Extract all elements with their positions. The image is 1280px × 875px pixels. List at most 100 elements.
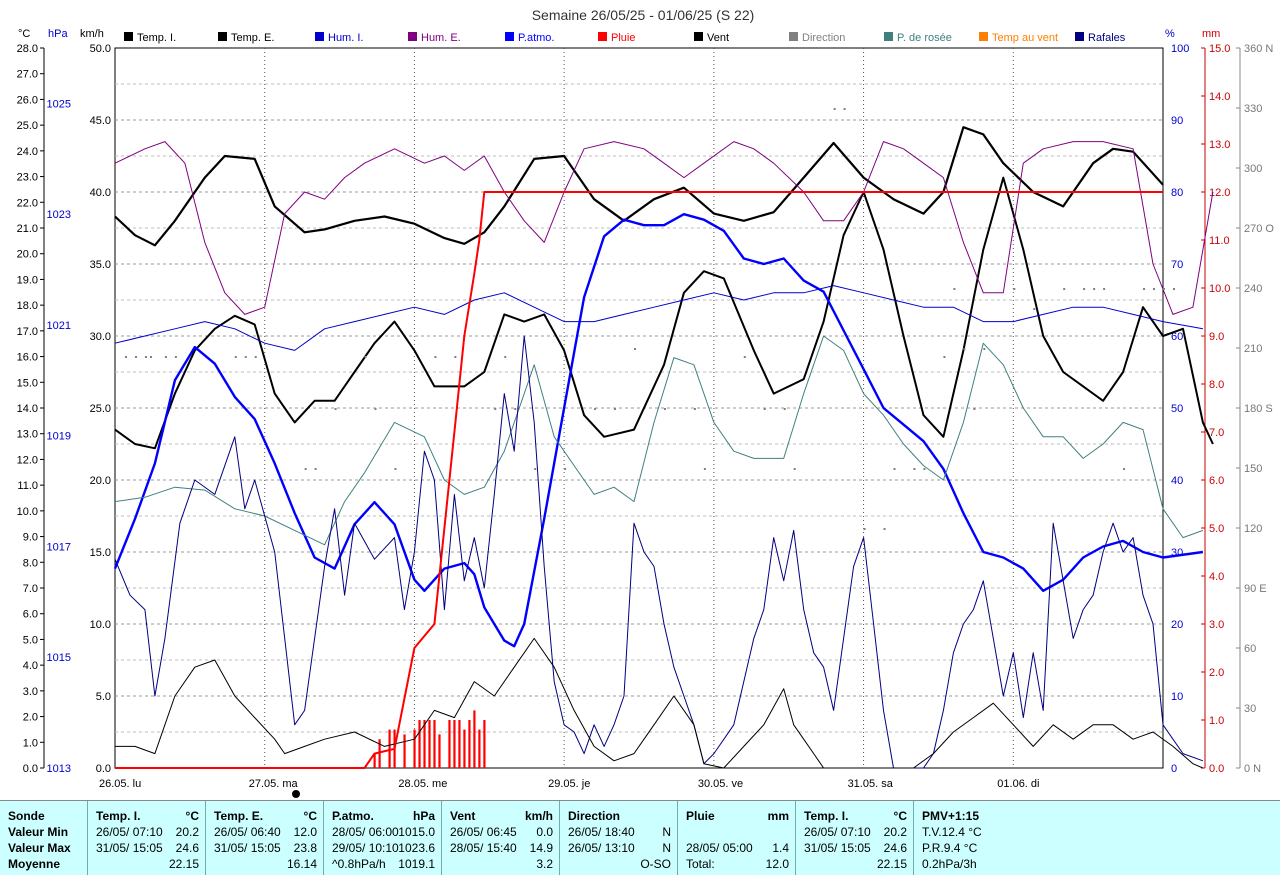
direction-tick-label: 180 S [1244, 403, 1273, 415]
summary-cell-left: Total: [686, 857, 715, 871]
legend-swatch [1075, 32, 1084, 41]
temp-tick-label: 21.0 [17, 223, 38, 235]
summary-row: Direction [560, 809, 677, 824]
series-line-wind [115, 637, 1204, 769]
summary-cell-left: 29/05/ 10:10 [332, 841, 399, 855]
direction-dot [594, 408, 597, 410]
summary-cell-right: 1015.0 [398, 825, 435, 839]
wind-tick-label: 20.0 [90, 475, 111, 487]
temp-tick-label: 16.0 [17, 352, 38, 364]
summary-column: P.atmo. hPa 28/05/ 06:00 1015.0 29/05/ 10:10… [324, 801, 442, 875]
direction-dot [923, 468, 926, 470]
summary-cell-right: °C [893, 809, 907, 823]
temp-tick-label: 13.0 [17, 429, 38, 441]
direction-dot [254, 356, 257, 358]
temp-unit-label: °C [18, 28, 30, 40]
humidity-tick-label: 100 [1171, 43, 1189, 55]
summary-cell-left: 28/05/ 05:00 [686, 841, 753, 855]
rain-bar [378, 739, 381, 768]
summary-cell-left: 26/05/ 06:40 [214, 825, 281, 839]
direction-dot [1093, 288, 1096, 290]
rain-bar [388, 729, 391, 768]
legend: Temp. I. Temp. E. Hum. I. Hum. E. P.atmo. Plu… [124, 32, 1126, 44]
direction-dot [149, 356, 152, 358]
direction-tick-label: 120 [1244, 523, 1262, 535]
direction-tick-label: 360 N [1244, 43, 1273, 55]
summary-cell-right: 0.0 [536, 825, 553, 839]
pressure-tick-label: 1015 [47, 652, 71, 664]
rain-tick-label: 0.0 [1209, 763, 1224, 775]
summary-column: Pluie mm 28/05/ 05:00 1.4 Total: 12.0 [678, 801, 796, 875]
temp-tick-label: 19.0 [17, 274, 38, 286]
temp-tick-label: 6.0 [23, 609, 38, 621]
summary-cell-left: 31/05/ 15:05 [214, 841, 281, 855]
summary-cell-left: 26/05/ 06:45 [450, 825, 517, 839]
summary-cell-left: Vent [450, 809, 476, 823]
rain-bar [448, 720, 451, 768]
axes: 0.0 1.0 2.0 3.0 4.0 5.0 6.0 7.0 8.0 9.0 10.0 11.0 12… [17, 43, 1275, 775]
summary-row: 26/05/ 06:40 12.0 [206, 825, 323, 840]
direction-dot [1143, 288, 1146, 290]
summary-cell-right: 23.8 [293, 841, 317, 855]
legend-label: Rafales [1088, 32, 1126, 44]
direction-dot [1103, 288, 1106, 290]
legend-swatch [598, 32, 607, 41]
temp-tick-label: 8.0 [23, 557, 38, 569]
temp-tick-label: 17.0 [17, 326, 38, 338]
summary-cell-right: 14.9 [529, 841, 553, 855]
summary-row: Valeur Min [0, 825, 87, 840]
rain-tick-label: 10.0 [1209, 283, 1230, 295]
direction-dot [314, 468, 317, 470]
rain-tick-label: 9.0 [1209, 331, 1224, 343]
summary-cell-left: Temp. I. [96, 809, 141, 823]
temp-tick-label: 27.0 [17, 69, 38, 81]
summary-cell-left: 0.2hPa/3h [922, 857, 977, 871]
direction-tick-label: 210 [1244, 343, 1262, 355]
summary-cell-right: 1.4 [772, 841, 789, 855]
temp-tick-label: 7.0 [23, 583, 38, 595]
legend-swatch [979, 32, 988, 41]
direction-dot [1153, 288, 1156, 290]
legend-label: P. de rosée [897, 32, 952, 44]
temp-tick-label: 26.0 [17, 94, 38, 106]
legend-label: Pluie [611, 32, 635, 44]
summary-row: 28/05/ 05:00 1.4 [678, 841, 795, 856]
summary-cell-right: 1023.6 [398, 841, 435, 855]
temp-tick-label: 12.0 [17, 454, 38, 466]
humidity-tick-label: 80 [1171, 187, 1183, 199]
summary-cell-right: N [662, 841, 671, 855]
rain-tick-label: 5.0 [1209, 523, 1224, 535]
summary-cell-left: 28/05/ 15:40 [450, 841, 517, 855]
summary-cell-left: 26/05/ 13:10 [568, 841, 635, 855]
wind-tick-label: 25.0 [90, 403, 111, 415]
summary-cell-right: O-SO [640, 857, 671, 871]
series-line-temp_e [114, 176, 1214, 450]
summary-row: 28/05/ 06:00 1015.0 [324, 825, 441, 840]
x-day-label: 30.05. ve [698, 778, 743, 790]
summary-cell-left: Valeur Min [8, 825, 69, 839]
direction-dot [244, 356, 247, 358]
summary-row: O-SO [560, 857, 677, 872]
summary-row: 26/05/ 13:10 N [560, 841, 677, 856]
summary-row: 26/05/ 18:40 N [560, 825, 677, 840]
summary-cell-left: 28/05/ 06:00 [332, 825, 399, 839]
rain-bar [453, 720, 456, 768]
direction-dot [564, 468, 567, 470]
summary-cell-right: 1019.1 [398, 857, 435, 871]
x-day-label: 29.05. je [548, 778, 590, 790]
direction-tick-label: 0 N [1244, 763, 1261, 775]
summary-row: Valeur Max [0, 841, 87, 856]
direction-dot [504, 356, 507, 358]
legend-swatch [694, 32, 703, 41]
direction-dot [454, 356, 457, 358]
rain-bar [418, 720, 421, 768]
rain-tick-label: 4.0 [1209, 571, 1224, 583]
legend-label: Hum. E. [421, 32, 461, 44]
summary-row: Temp. I. °C [796, 809, 913, 824]
direction-dot [983, 348, 986, 350]
temp-tick-label: 4.0 [23, 660, 38, 672]
summary-cell-right: 20.2 [883, 825, 907, 839]
summary-row: 22.15 [88, 857, 205, 872]
wind-tick-label: 15.0 [90, 547, 111, 559]
summary-cell-right: hPa [412, 809, 435, 823]
